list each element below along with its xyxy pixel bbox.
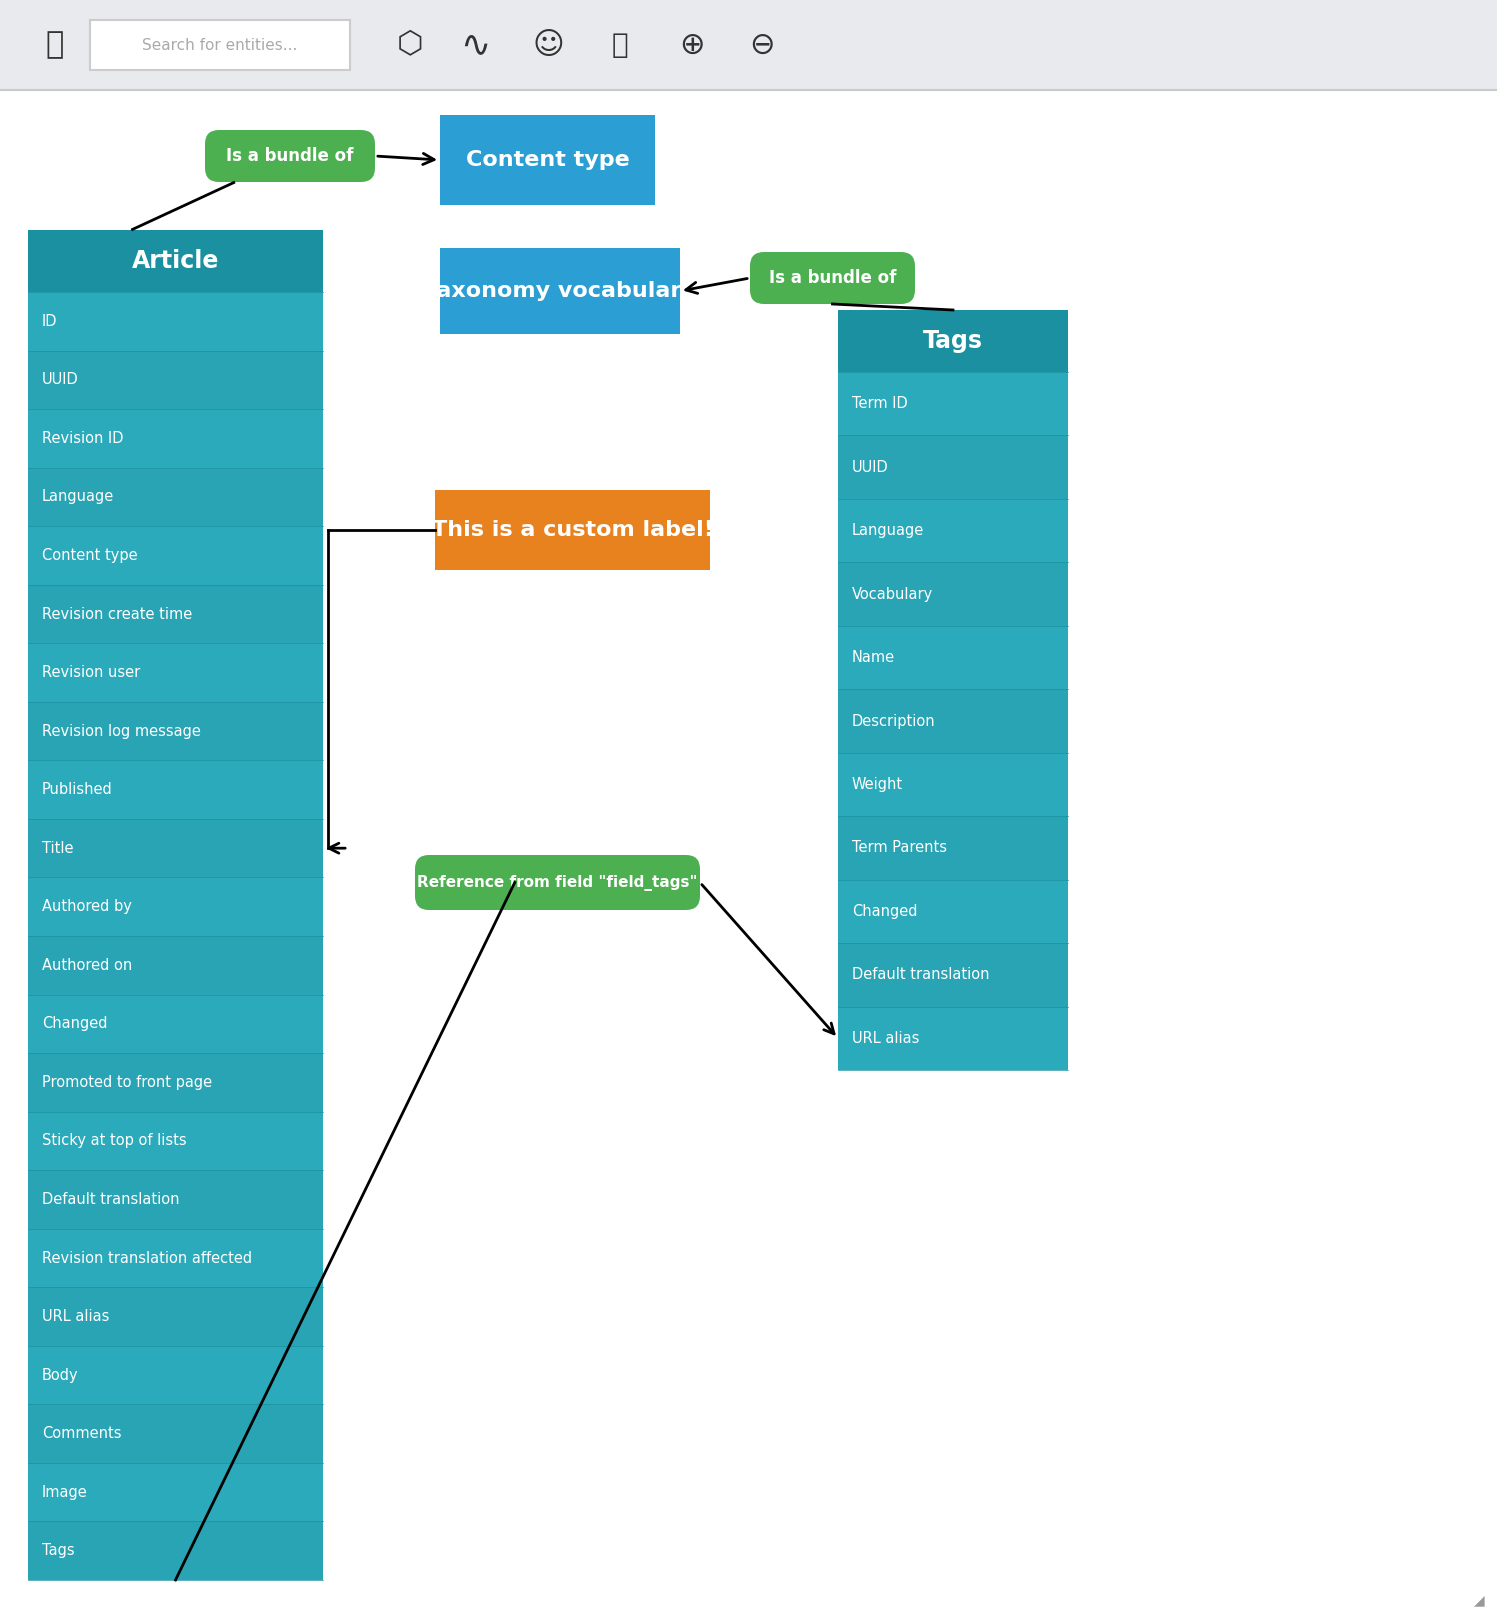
Bar xyxy=(838,627,1067,690)
Bar xyxy=(838,436,1067,499)
Text: Title: Title xyxy=(42,840,73,856)
Text: Article: Article xyxy=(132,249,219,274)
Text: Content type: Content type xyxy=(42,547,138,563)
Bar xyxy=(838,879,1067,944)
Text: Image: Image xyxy=(42,1485,88,1499)
Bar xyxy=(28,701,323,761)
Bar xyxy=(28,351,323,410)
Text: 🔍: 🔍 xyxy=(46,31,64,60)
Bar xyxy=(28,877,323,936)
Text: UUID: UUID xyxy=(42,372,79,387)
FancyBboxPatch shape xyxy=(750,253,915,304)
Text: Language: Language xyxy=(42,489,114,505)
Bar xyxy=(28,1171,323,1229)
Text: ⊖: ⊖ xyxy=(750,31,775,60)
Text: Sticky at top of lists: Sticky at top of lists xyxy=(42,1133,187,1148)
Text: This is a custom label!: This is a custom label! xyxy=(431,520,714,541)
Bar xyxy=(28,1464,323,1522)
Bar xyxy=(838,372,1067,436)
Text: ID: ID xyxy=(42,314,57,329)
Text: Is a bundle of: Is a bundle of xyxy=(226,147,353,165)
Bar xyxy=(28,643,323,701)
Bar xyxy=(440,248,680,334)
Text: UUID: UUID xyxy=(852,460,889,474)
Text: Weight: Weight xyxy=(852,777,903,792)
Bar xyxy=(28,936,323,994)
Text: Search for entities...: Search for entities... xyxy=(142,37,298,52)
FancyBboxPatch shape xyxy=(205,130,376,181)
Bar xyxy=(28,761,323,819)
Text: Tags: Tags xyxy=(924,329,984,353)
Text: 💾: 💾 xyxy=(612,31,629,58)
Text: Authored on: Authored on xyxy=(42,958,132,973)
FancyBboxPatch shape xyxy=(90,19,350,70)
Bar xyxy=(28,819,323,877)
Text: Is a bundle of: Is a bundle of xyxy=(769,269,897,287)
Text: Reference from field "field_tags": Reference from field "field_tags" xyxy=(418,874,698,890)
Text: Default translation: Default translation xyxy=(42,1192,180,1206)
Bar xyxy=(28,584,323,643)
Bar xyxy=(838,562,1067,627)
Text: Authored by: Authored by xyxy=(42,899,132,915)
Bar xyxy=(838,816,1067,879)
Text: ∿: ∿ xyxy=(460,28,490,62)
Text: Changed: Changed xyxy=(852,903,918,920)
Text: Published: Published xyxy=(42,782,112,797)
Text: Revision log message: Revision log message xyxy=(42,724,201,738)
Bar xyxy=(28,1404,323,1464)
Bar xyxy=(28,291,323,351)
Bar xyxy=(838,499,1067,562)
Text: Term ID: Term ID xyxy=(852,397,907,411)
Text: ⊕: ⊕ xyxy=(680,31,705,60)
Text: Taxonomy vocabulary: Taxonomy vocabulary xyxy=(424,282,696,301)
Text: ☺: ☺ xyxy=(531,31,564,60)
Bar xyxy=(28,1522,323,1580)
Text: Comments: Comments xyxy=(42,1426,121,1441)
Text: Name: Name xyxy=(852,651,895,665)
Text: Term Parents: Term Parents xyxy=(852,840,948,855)
Text: Content type: Content type xyxy=(466,151,629,170)
Text: ◢: ◢ xyxy=(1475,1593,1485,1608)
Text: URL alias: URL alias xyxy=(852,1031,919,1046)
Text: Default translation: Default translation xyxy=(852,967,990,983)
Bar xyxy=(436,491,710,570)
Bar xyxy=(28,1229,323,1287)
Text: Tags: Tags xyxy=(42,1543,75,1557)
Bar xyxy=(28,526,323,584)
Bar xyxy=(28,468,323,526)
Text: Changed: Changed xyxy=(42,1017,108,1031)
Text: URL alias: URL alias xyxy=(42,1310,109,1324)
Bar xyxy=(28,994,323,1052)
Text: Promoted to front page: Promoted to front page xyxy=(42,1075,213,1090)
Bar xyxy=(838,690,1067,753)
Bar xyxy=(28,1287,323,1345)
Text: ⬡: ⬡ xyxy=(397,31,424,60)
Bar xyxy=(28,1345,323,1404)
Bar xyxy=(28,230,323,291)
Bar xyxy=(838,1007,1067,1070)
Bar xyxy=(28,1052,323,1112)
Bar xyxy=(28,410,323,468)
Bar xyxy=(838,309,1067,372)
Text: Revision translation affected: Revision translation affected xyxy=(42,1250,251,1266)
Bar xyxy=(440,115,656,206)
Bar xyxy=(838,753,1067,816)
Text: Description: Description xyxy=(852,714,936,729)
Bar xyxy=(838,944,1067,1007)
Text: Revision user: Revision user xyxy=(42,665,141,680)
Text: Revision ID: Revision ID xyxy=(42,431,123,445)
Text: Vocabulary: Vocabulary xyxy=(852,586,933,602)
FancyBboxPatch shape xyxy=(415,855,701,910)
Text: Language: Language xyxy=(852,523,924,538)
Bar xyxy=(28,1112,323,1171)
Text: Body: Body xyxy=(42,1368,79,1383)
Text: Revision create time: Revision create time xyxy=(42,607,192,622)
Bar xyxy=(0,0,1497,91)
